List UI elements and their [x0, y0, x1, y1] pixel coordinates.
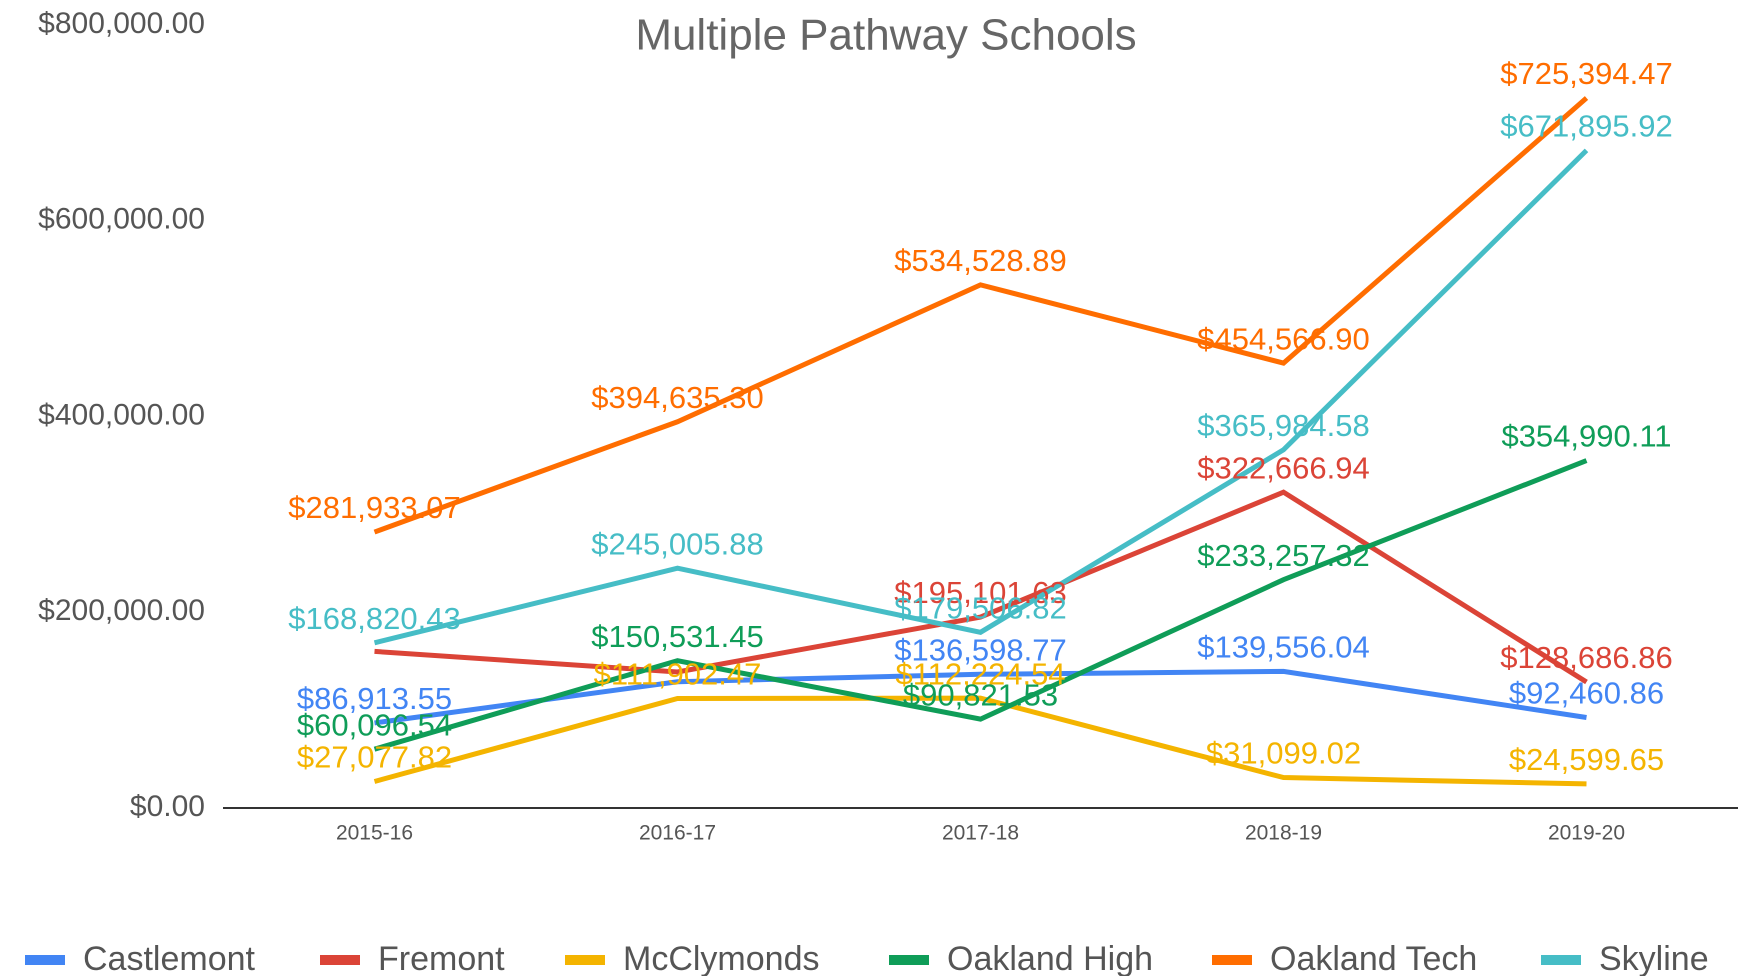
- data-label: $136,598.77: [894, 632, 1066, 667]
- legend-label: Fremont: [378, 940, 505, 976]
- data-label: $112,224.54: [895, 656, 1065, 691]
- data-label: $128,686.86: [1500, 640, 1672, 675]
- data-label: $322,666.94: [1197, 450, 1369, 485]
- series-line: [373, 96, 1589, 535]
- data-label: $27,077.82: [297, 740, 452, 775]
- series-line: [374, 668, 1587, 726]
- legend-label: Skyline: [1599, 940, 1709, 976]
- data-label: $233,257.32: [1197, 538, 1369, 573]
- data-label: $394,635.30: [591, 380, 763, 415]
- legend-swatch: [889, 955, 929, 965]
- data-label: $86,913.55: [297, 681, 452, 716]
- legend-swatch: [565, 955, 605, 965]
- data-label: $725,394.47: [1500, 56, 1672, 91]
- series-line: [373, 458, 1588, 752]
- data-label: $195,101.63: [894, 575, 1066, 610]
- series-line: [373, 148, 1589, 646]
- y-tick-label: $400,000.00: [38, 398, 205, 431]
- legend-swatch: [320, 955, 360, 965]
- data-label: $90,821.53: [903, 677, 1058, 712]
- x-tick-label: 2015-16: [336, 822, 413, 845]
- legend-label: Oakland Tech: [1270, 940, 1477, 976]
- data-label: $31,099.02: [1206, 736, 1361, 771]
- y-tick-label: $0.00: [130, 790, 205, 823]
- y-tick-label: $200,000.00: [38, 594, 205, 627]
- data-label: $365,984.58: [1197, 408, 1369, 443]
- chart-title: Multiple Pathway Schools: [635, 11, 1136, 60]
- legend-swatch: [1541, 955, 1581, 965]
- data-label: $281,933.07: [288, 490, 460, 525]
- data-label: $60,096.54: [297, 707, 452, 742]
- data-label: $24,599.65: [1509, 742, 1664, 777]
- data-label: $168,820.43: [288, 601, 460, 636]
- legend-label: Castlemont: [83, 940, 256, 976]
- series-line: [373, 695, 1587, 787]
- data-label: $245,005.88: [591, 526, 763, 561]
- data-label: $454,566.90: [1197, 321, 1369, 356]
- data-label: $534,528.89: [894, 243, 1066, 278]
- legend-label: Oakland High: [947, 940, 1153, 976]
- data-label: $92,460.86: [1509, 676, 1664, 711]
- x-tick-label: 2019-20: [1548, 822, 1625, 845]
- x-tick-label: 2018-19: [1245, 822, 1322, 845]
- series-line: [374, 489, 1588, 685]
- y-tick-label: $800,000.00: [38, 7, 205, 40]
- x-tick-label: 2016-17: [639, 822, 716, 845]
- data-label: $179,506.82: [894, 590, 1066, 625]
- data-label: $111,902.47: [594, 657, 762, 692]
- legend-swatch: [1212, 955, 1252, 965]
- data-label: $139,556.04: [1197, 630, 1369, 665]
- legend-swatch: [25, 955, 65, 965]
- x-tick-label: 2017-18: [942, 822, 1019, 845]
- data-label: $150,531.45: [591, 619, 763, 654]
- data-label: $354,990.11: [1501, 419, 1671, 454]
- y-tick-label: $600,000.00: [38, 203, 205, 236]
- legend-label: McClymonds: [623, 940, 819, 976]
- data-label: $671,895.92: [1500, 109, 1672, 144]
